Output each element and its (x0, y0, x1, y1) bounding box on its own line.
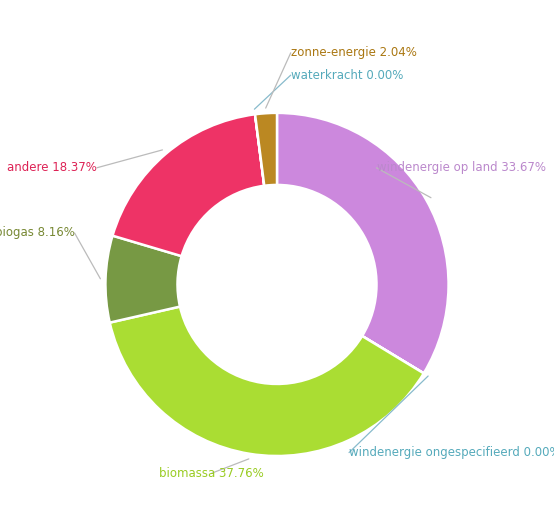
Wedge shape (277, 113, 449, 373)
Wedge shape (255, 114, 264, 186)
Text: zonne-energie 2.04%: zonne-energie 2.04% (291, 46, 417, 59)
Text: biomassa 37.76%: biomassa 37.76% (160, 467, 264, 480)
Wedge shape (362, 336, 424, 373)
Text: waterkracht 0.00%: waterkracht 0.00% (291, 68, 403, 82)
Text: andere 18.37%: andere 18.37% (7, 161, 97, 174)
Wedge shape (255, 113, 277, 186)
Wedge shape (112, 114, 264, 256)
Wedge shape (110, 307, 424, 456)
Text: biogas 8.16%: biogas 8.16% (0, 227, 75, 239)
Text: windenergie ongespecifieerd 0.00%: windenergie ongespecifieerd 0.00% (349, 446, 554, 459)
Wedge shape (105, 236, 182, 322)
Text: windenergie op land 33.67%: windenergie op land 33.67% (377, 161, 546, 174)
